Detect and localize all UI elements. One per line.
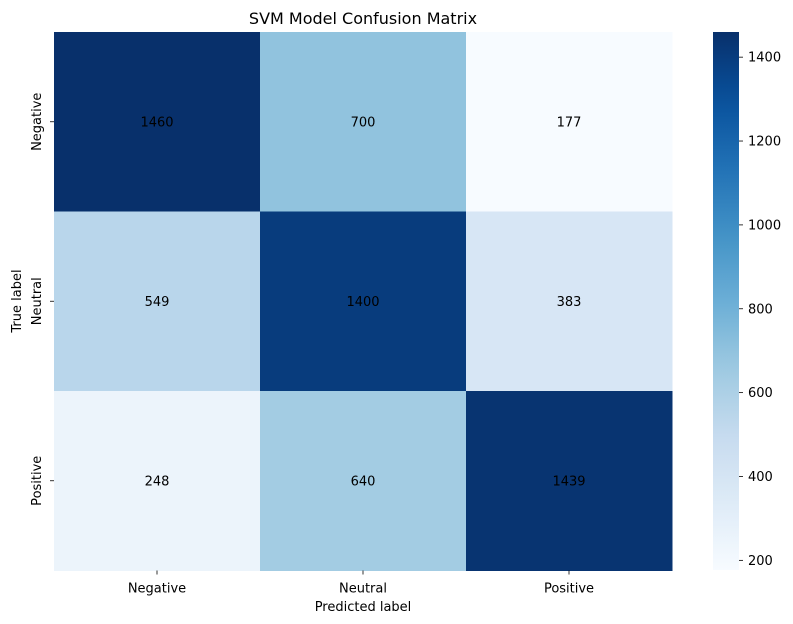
heatmap-cell <box>466 32 673 212</box>
cell-value-label: 640 <box>351 474 376 489</box>
colorbar-gradient <box>713 32 739 570</box>
x-axis-label: Predicted label <box>315 600 412 615</box>
heatmap-cell <box>260 211 467 392</box>
heatmap-cell <box>54 211 261 392</box>
y-tick-label: Positive <box>30 456 45 506</box>
x-tick-label: Neutral <box>339 582 387 597</box>
x-axis-ticks: Negative Neutral Positive <box>128 570 594 597</box>
y-axis-ticks: Negative Neutral Positive <box>30 93 54 506</box>
colorbar-tick-label: 200 <box>748 554 773 569</box>
cell-value-label: 549 <box>145 295 170 310</box>
cell-value-label: 383 <box>557 295 582 310</box>
heatmap-cell <box>260 391 467 571</box>
colorbar: 200 400 600 800 1000 1200 1400 <box>713 32 781 570</box>
x-tick-label: Negative <box>128 582 186 597</box>
cell-value-label: 700 <box>351 115 376 130</box>
heatmap-cell <box>466 391 673 571</box>
cell-value-label: 248 <box>145 474 170 489</box>
cell-value-label: 177 <box>557 115 582 130</box>
colorbar-tick-label: 1200 <box>748 135 781 150</box>
heatmap-cell <box>54 32 261 212</box>
chart-title: SVM Model Confusion Matrix <box>249 9 477 28</box>
y-tick-label: Negative <box>30 93 45 151</box>
colorbar-tick-label: 400 <box>748 470 773 485</box>
cell-value-label: 1400 <box>346 295 379 310</box>
colorbar-tick-label: 1000 <box>748 218 781 233</box>
y-axis-label: True label <box>10 269 25 333</box>
cell-value-label: 1439 <box>552 474 585 489</box>
cell-value-label: 1460 <box>140 115 173 130</box>
heatmap-cells: 1460 700 177 549 1400 383 248 640 1439 <box>54 32 673 571</box>
heatmap-cell <box>260 32 467 212</box>
heatmap-cell <box>466 211 673 392</box>
x-tick-label: Positive <box>544 582 594 597</box>
y-tick-label: Neutral <box>30 277 45 325</box>
colorbar-tick-label: 800 <box>748 302 773 317</box>
colorbar-tick-label: 1400 <box>748 51 781 66</box>
colorbar-tick-label: 600 <box>748 386 773 401</box>
heatmap-cell <box>54 391 261 571</box>
